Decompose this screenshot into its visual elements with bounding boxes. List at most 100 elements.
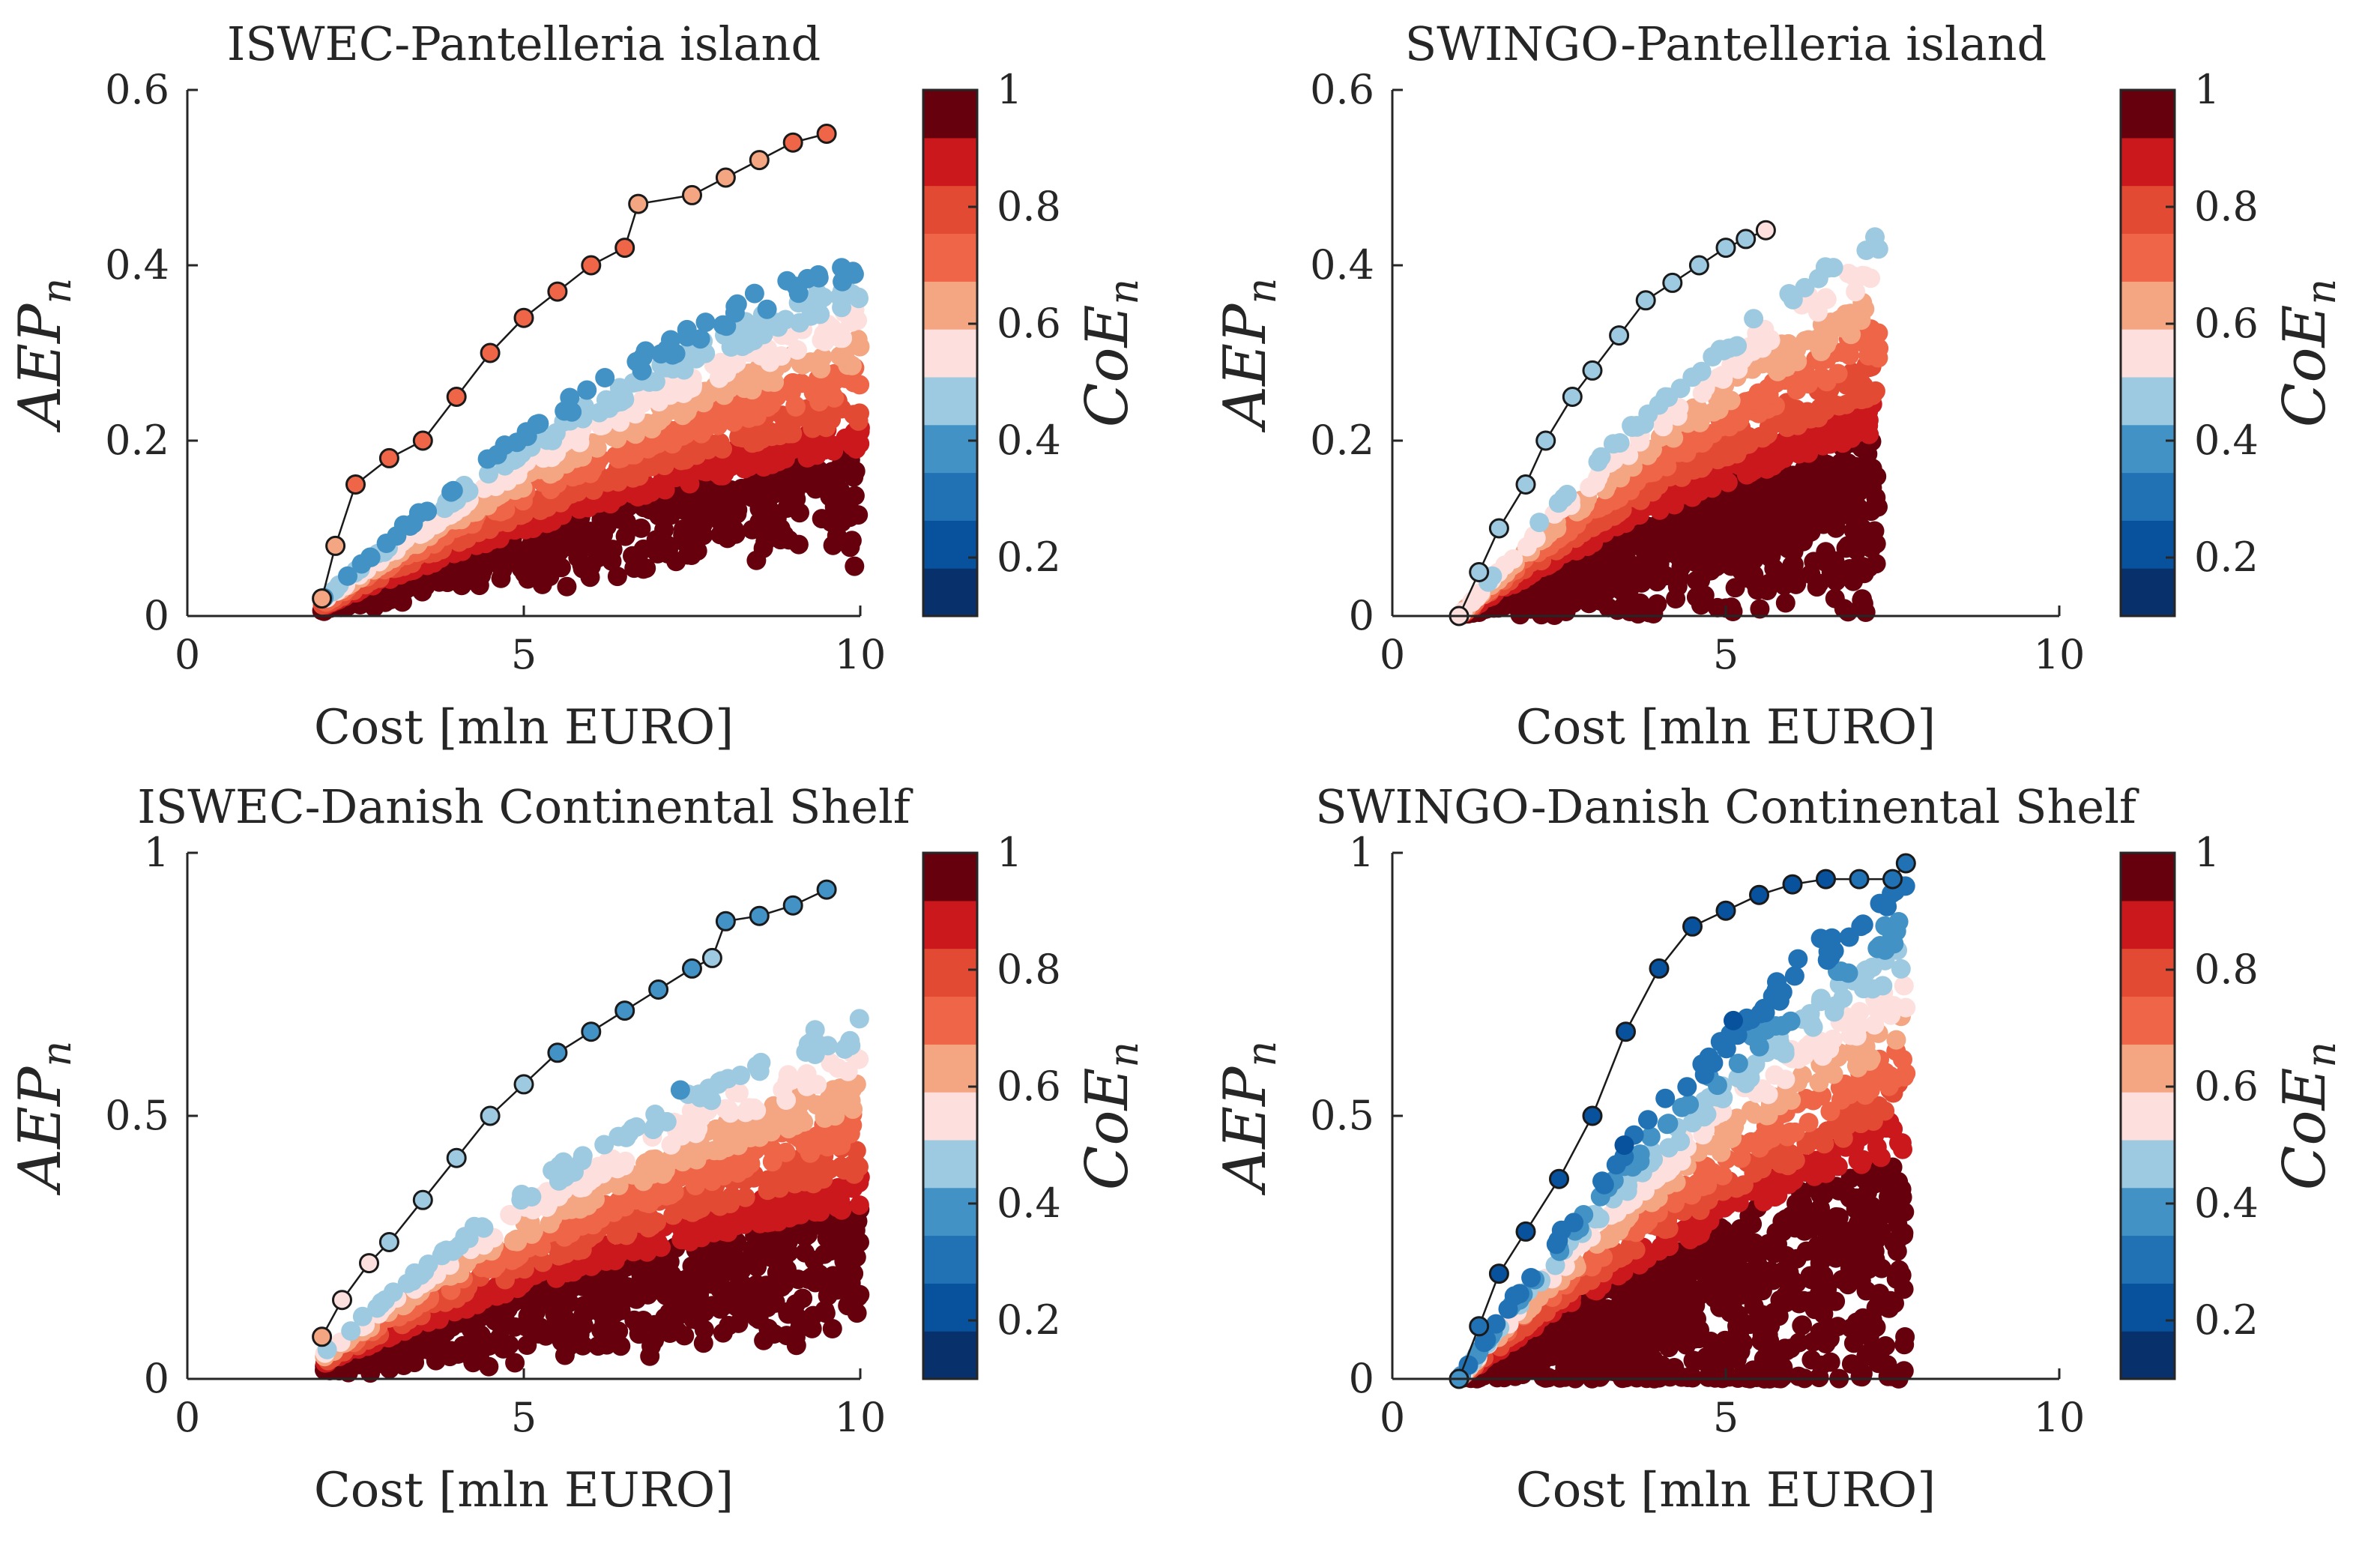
scatter-point [1695, 378, 1715, 398]
scatter-point [670, 1080, 690, 1100]
scatter-point [580, 567, 600, 588]
scatter-point [809, 1264, 829, 1284]
scatter-point [1677, 1368, 1697, 1387]
scatter-point [1815, 257, 1835, 277]
scatter-point [1608, 556, 1628, 576]
scatter-point [1760, 1261, 1781, 1281]
pareto-point [332, 1290, 352, 1311]
scatter-point [749, 498, 770, 519]
scatter-point [1579, 594, 1599, 614]
scatter-point [840, 537, 860, 558]
y-tick-label: 0.4 [1310, 241, 1374, 289]
scatter-point [1638, 404, 1658, 424]
scatter-point [744, 283, 764, 304]
scatter-point [441, 482, 462, 502]
pareto-point [581, 1021, 602, 1042]
chart-title: ISWEC-Danish Continental Shelf [137, 779, 913, 834]
pareto-point [749, 150, 770, 171]
scatter-point [1721, 525, 1742, 546]
pareto-point [345, 474, 366, 495]
y-tick-label: 0 [144, 592, 169, 639]
scatter-point [608, 1126, 629, 1147]
pareto-point [1715, 238, 1736, 259]
scatter-point [674, 531, 694, 552]
scatter-point [1871, 1258, 1891, 1278]
scatter-point [440, 1347, 460, 1367]
scatter-point [1786, 574, 1806, 594]
scatter-point [549, 541, 570, 561]
scatter-point [807, 283, 827, 303]
pareto-point [715, 167, 736, 188]
pareto-point [1755, 220, 1776, 241]
colorbar-segment [923, 424, 977, 474]
colorbar-label: CoEn [1074, 1042, 1147, 1190]
scatter-point [557, 576, 577, 597]
scatter-point [1777, 506, 1797, 526]
y-tick-label: 0 [1349, 592, 1374, 639]
scatter-point [1694, 539, 1715, 559]
scatter-point [596, 390, 616, 410]
scatter-point [1548, 493, 1568, 513]
colorbar-segment [2121, 137, 2175, 187]
scatter-point [1659, 1310, 1679, 1330]
scatter-point [577, 380, 597, 400]
scatter-point [499, 1335, 519, 1355]
scatter-point [1666, 589, 1686, 609]
scatter-point [1643, 604, 1664, 623]
colorbar-segment [2121, 329, 2175, 378]
x-axis-label: Cost [mln EURO] [1516, 700, 1936, 755]
scatter-point [1566, 570, 1586, 590]
scatter-point [1803, 1265, 1823, 1285]
scatter-point [1838, 602, 1858, 622]
scatter-point [464, 1216, 484, 1237]
scatter-point [770, 1255, 791, 1275]
scatter-point [1803, 1332, 1823, 1352]
colorbar-segment [923, 233, 977, 282]
scatter-point [641, 1150, 662, 1170]
scatter-point [1809, 1368, 1829, 1388]
scatter-point [1739, 544, 1759, 564]
scatter-cloud [315, 1009, 870, 1383]
scatter-point [694, 1320, 714, 1340]
scatter-point [1742, 516, 1763, 537]
scatter-point [848, 329, 868, 349]
scatter-point [1652, 1355, 1672, 1375]
scatter-point [644, 1330, 665, 1350]
scatter-point [695, 312, 716, 333]
scatter-point [711, 1071, 731, 1091]
colorbar-tick-label: 0.4 [997, 417, 1061, 464]
colorbar-segment [923, 90, 977, 139]
scatter-point [1628, 559, 1648, 579]
scatter-point [469, 576, 489, 596]
colorbar-segment [923, 137, 977, 187]
pareto-point [614, 238, 635, 259]
y-tick-label: 0.6 [1310, 66, 1374, 113]
scatter-point [527, 414, 547, 435]
x-tick-label: 0 [175, 631, 200, 678]
x-tick-label: 10 [835, 1394, 887, 1441]
pareto-point [628, 193, 649, 214]
scatter-point [1879, 1298, 1900, 1318]
colorbar-segment [923, 568, 977, 617]
scatter-point [594, 1135, 614, 1155]
scatter-point [607, 567, 627, 587]
scatter-point [408, 503, 429, 523]
colorbar-segment [923, 1187, 977, 1237]
scatter-point [710, 512, 731, 532]
scatter-point [1704, 1288, 1724, 1308]
pareto-point [1469, 562, 1490, 582]
colorbar-tick-label: 1 [2194, 66, 2220, 113]
y-axis-label: AEPn [7, 278, 80, 433]
scatter-point [602, 540, 623, 560]
scatter-point [1553, 1326, 1574, 1346]
colorbar-label-main: CoE [1074, 305, 1141, 428]
colorbar-segment [2121, 281, 2175, 330]
pareto-point [1635, 290, 1656, 311]
x-tick-label: 5 [511, 1394, 537, 1441]
scatter-point [742, 519, 762, 540]
scatter-point [788, 340, 807, 360]
scatter-point [845, 556, 865, 576]
scatter-point [691, 1300, 711, 1320]
